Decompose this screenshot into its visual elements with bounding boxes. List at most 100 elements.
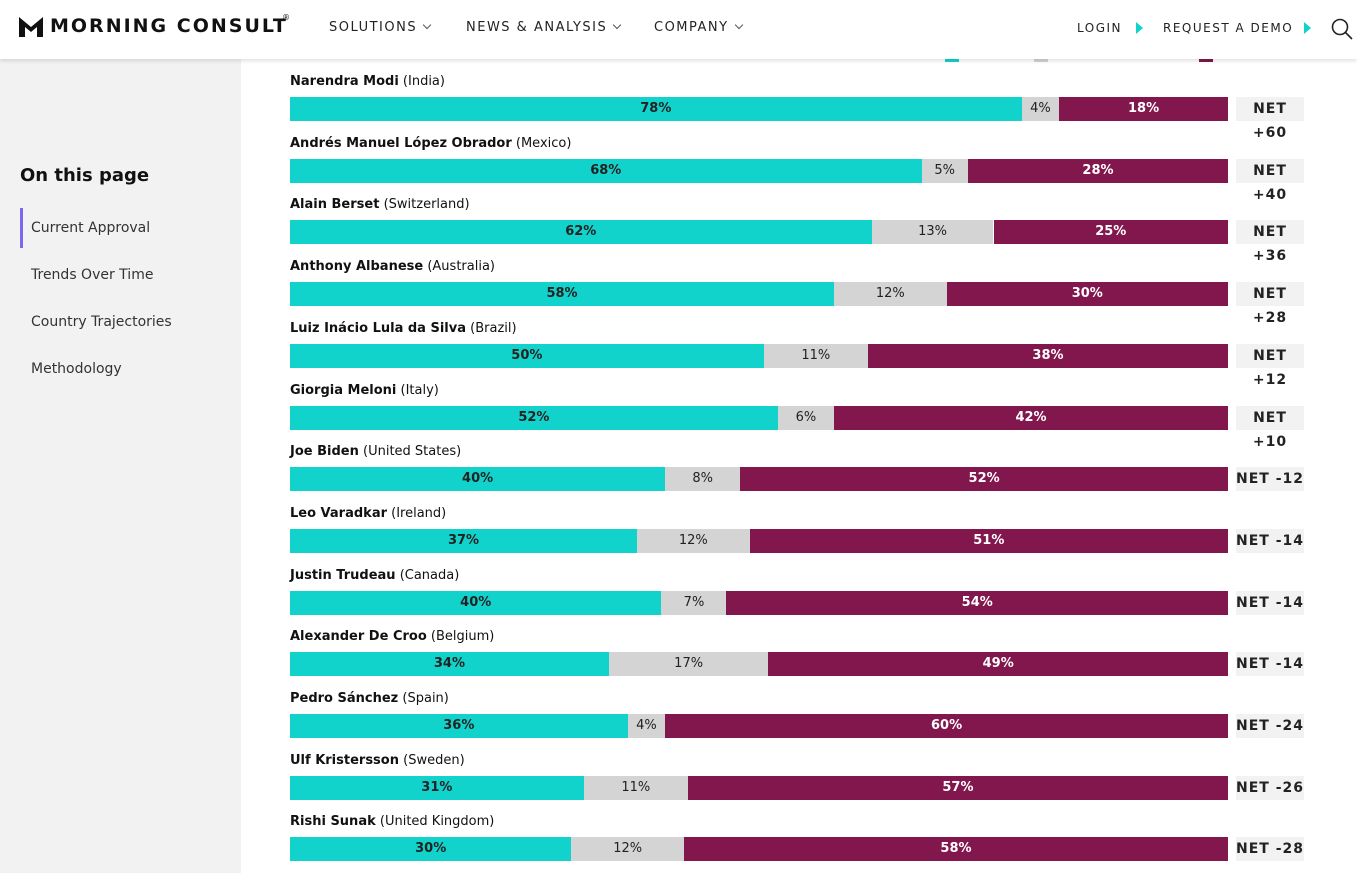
net-label: NET -26 bbox=[1236, 775, 1304, 800]
value-label: 7% bbox=[683, 594, 705, 610]
net-label: NET -14 bbox=[1236, 528, 1304, 553]
bar-segment bbox=[1059, 97, 1228, 121]
sidebar-link[interactable]: Trends Over Time bbox=[31, 267, 154, 283]
leader-label: Rishi Sunak (United Kingdom) bbox=[290, 814, 494, 829]
bar-segment bbox=[1021, 97, 1060, 121]
sidebar-link[interactable]: Methodology bbox=[31, 361, 122, 377]
leader-label: Pedro Sánchez (Spain) bbox=[290, 691, 449, 706]
value-label: 78% bbox=[640, 101, 672, 116]
bar-segment bbox=[687, 775, 1228, 800]
leader-name: Narendra Modi bbox=[290, 74, 399, 89]
login[interactable]: LOGIN bbox=[1077, 21, 1123, 35]
bar-segment bbox=[290, 775, 584, 800]
value-label: 52% bbox=[518, 409, 550, 425]
bar-segment bbox=[290, 590, 662, 615]
value-label: 37% bbox=[447, 532, 480, 548]
sidebar-link[interactable]: Country Trajectories bbox=[31, 314, 172, 330]
leader-name: Luiz Inácio Lula da Silva bbox=[290, 320, 466, 336]
value-label: 54% bbox=[961, 594, 993, 610]
nav-item[interactable]: COMPANY bbox=[654, 20, 742, 35]
net-label: NET +12 bbox=[1236, 343, 1304, 388]
value-label: 12% bbox=[613, 841, 643, 857]
sidebar-title: On this page bbox=[20, 165, 150, 186]
value-label: 49% bbox=[982, 656, 1014, 672]
value-label: 6% bbox=[795, 409, 817, 425]
request-demo[interactable]: REQUEST A DEMO bbox=[1163, 21, 1294, 35]
bar-segment bbox=[290, 837, 572, 862]
value-label: 11% bbox=[621, 779, 651, 795]
leader-label: Giorgia Meloni (Italy) bbox=[290, 383, 439, 398]
leader-label: Narendra Modi (India) bbox=[290, 74, 445, 89]
net-label: NET +36 bbox=[1236, 220, 1304, 264]
leader-name: Leo Varadkar bbox=[290, 505, 387, 521]
leader-label: Luiz Inácio Lula da Silva (Brazil) bbox=[290, 321, 517, 336]
leader-country: (Ireland) bbox=[391, 505, 447, 521]
value-label: 28% bbox=[1082, 162, 1114, 178]
leader-label: Ulf Kristersson (Sweden) bbox=[290, 753, 465, 768]
value-label: 5% bbox=[934, 162, 956, 178]
value-label: 40% bbox=[462, 471, 494, 487]
leader-name: Anthony Albanese bbox=[290, 259, 424, 275]
bar-segment bbox=[967, 158, 1228, 183]
bar-segment bbox=[661, 590, 727, 615]
leader-country: (Brazil) bbox=[470, 320, 517, 336]
sidebar-link[interactable]: Current Approval bbox=[31, 220, 151, 236]
leader-name: Joe Biden bbox=[290, 444, 359, 460]
legend-swatch bbox=[1034, 56, 1048, 62]
bar-segment bbox=[290, 220, 872, 245]
bar-segment bbox=[763, 343, 868, 368]
bar-segment bbox=[777, 405, 835, 430]
value-label: 38% bbox=[1032, 347, 1064, 363]
value-label: 30% bbox=[1071, 286, 1103, 302]
nav-item[interactable]: SOLUTIONS bbox=[329, 20, 430, 35]
leader-country: (Mexico) bbox=[515, 135, 572, 151]
value-label: 8% bbox=[692, 471, 714, 487]
logo-mark: ® bbox=[282, 13, 290, 22]
bar-segment bbox=[290, 652, 609, 677]
value-label: 62% bbox=[565, 224, 597, 240]
net-label: NET +40 bbox=[1236, 158, 1304, 203]
leader-country: (Canada) bbox=[399, 567, 460, 583]
leader-country: (Australia) bbox=[427, 259, 495, 275]
bar-segment bbox=[683, 837, 1228, 862]
leader-name: Giorgia Meloni bbox=[290, 382, 397, 398]
bar-segment bbox=[290, 405, 778, 430]
leader-name: Andrés Manuel López Obrador bbox=[290, 135, 512, 151]
value-label: 12% bbox=[875, 286, 905, 302]
leader-country: (Belgium) bbox=[430, 629, 495, 645]
value-label: 34% bbox=[433, 656, 466, 672]
search-icon[interactable] bbox=[1330, 17, 1354, 41]
value-label: 18% bbox=[1128, 101, 1160, 116]
value-label: 25% bbox=[1095, 224, 1127, 240]
value-label: 4% bbox=[1030, 101, 1051, 116]
leader-label: Alexander De Croo (Belgium) bbox=[290, 629, 494, 644]
net-label: NET -24 bbox=[1236, 714, 1304, 738]
nav-item[interactable]: NEWS & ANALYSIS bbox=[466, 20, 620, 35]
bar-segment bbox=[571, 837, 684, 862]
value-label: 68% bbox=[590, 162, 622, 178]
net-label: NET -14 bbox=[1236, 652, 1304, 677]
bar-segment bbox=[834, 405, 1228, 430]
bar-segment bbox=[290, 343, 764, 368]
net-label: NET -28 bbox=[1236, 837, 1304, 862]
logo-icon bbox=[19, 17, 43, 37]
net-label: NET +60 bbox=[1236, 97, 1304, 141]
net-label: NET -14 bbox=[1236, 590, 1304, 615]
value-label: 51% bbox=[973, 532, 1005, 548]
leader-country: (Sweden) bbox=[403, 752, 465, 768]
bar-segment bbox=[726, 590, 1228, 615]
value-label: 11% bbox=[801, 347, 831, 363]
bar-segment bbox=[768, 652, 1228, 677]
value-label: 36% bbox=[443, 718, 475, 733]
bar-segment bbox=[290, 714, 628, 738]
bar-segment bbox=[871, 220, 994, 245]
bar-segment bbox=[290, 528, 638, 553]
logo[interactable]: MORNING CONSULT bbox=[50, 15, 288, 37]
net-label: NET +28 bbox=[1236, 282, 1304, 326]
bar-segment bbox=[834, 282, 947, 307]
active-indicator bbox=[20, 208, 23, 248]
bar-segment bbox=[993, 220, 1228, 245]
leader-name: Justin Trudeau bbox=[290, 567, 396, 583]
